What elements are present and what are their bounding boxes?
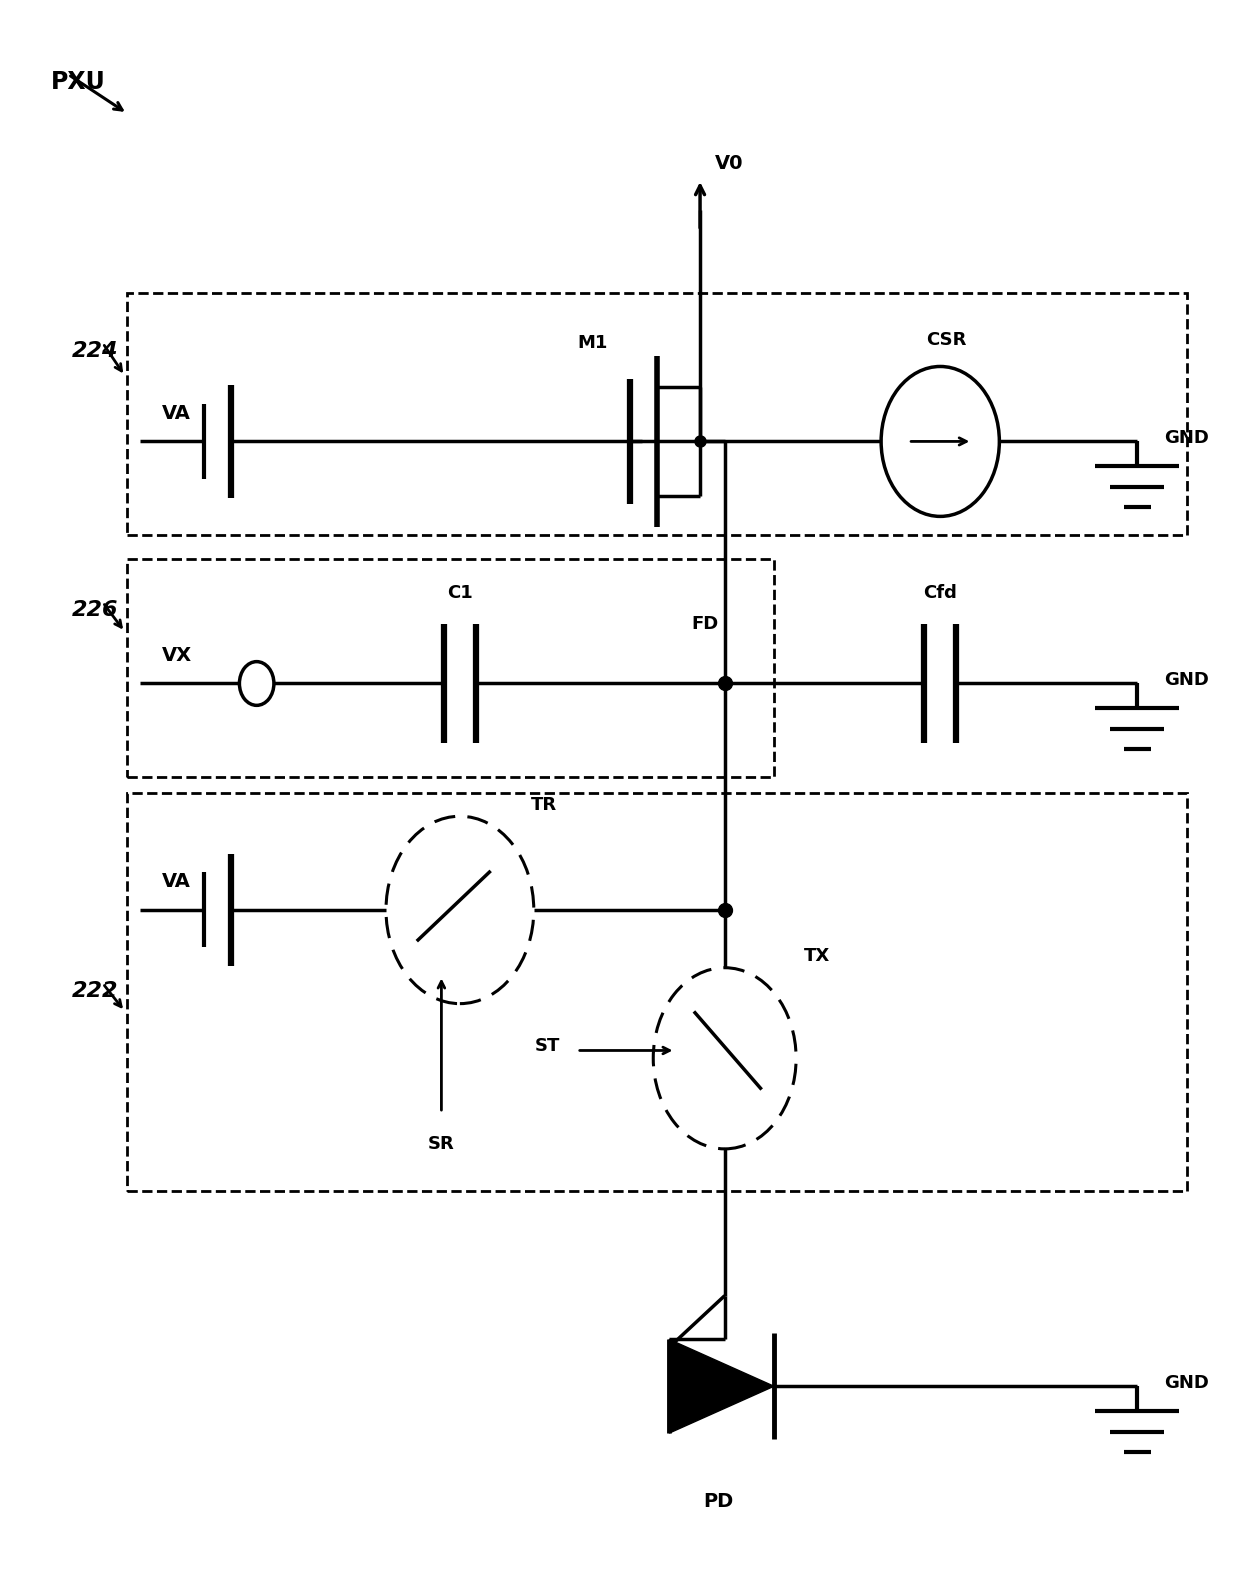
Bar: [128, 559, 774, 777]
Text: ST: ST: [534, 1036, 559, 1055]
Text: PD: PD: [703, 1493, 734, 1512]
Text: GND: GND: [1164, 672, 1209, 689]
Text: 224: 224: [72, 341, 118, 361]
Text: PXU: PXU: [51, 71, 105, 94]
Bar: [128, 793, 1187, 1192]
Text: C1: C1: [446, 584, 472, 601]
Bar: [128, 294, 1187, 535]
Text: VX: VX: [161, 645, 192, 664]
Text: CSR: CSR: [926, 331, 966, 349]
Text: 226: 226: [72, 600, 118, 620]
Polygon shape: [670, 1339, 774, 1433]
Text: GND: GND: [1164, 429, 1209, 447]
Text: SR: SR: [428, 1135, 455, 1152]
Text: VA: VA: [162, 403, 191, 422]
Text: TR: TR: [531, 796, 558, 813]
Text: VA: VA: [162, 873, 191, 892]
Text: 222: 222: [72, 981, 118, 1002]
Text: TX: TX: [804, 947, 830, 966]
Text: FD: FD: [691, 615, 718, 633]
Text: Cfd: Cfd: [924, 584, 957, 601]
Text: V0: V0: [714, 154, 743, 173]
Text: GND: GND: [1164, 1374, 1209, 1393]
Text: M1: M1: [578, 334, 608, 352]
